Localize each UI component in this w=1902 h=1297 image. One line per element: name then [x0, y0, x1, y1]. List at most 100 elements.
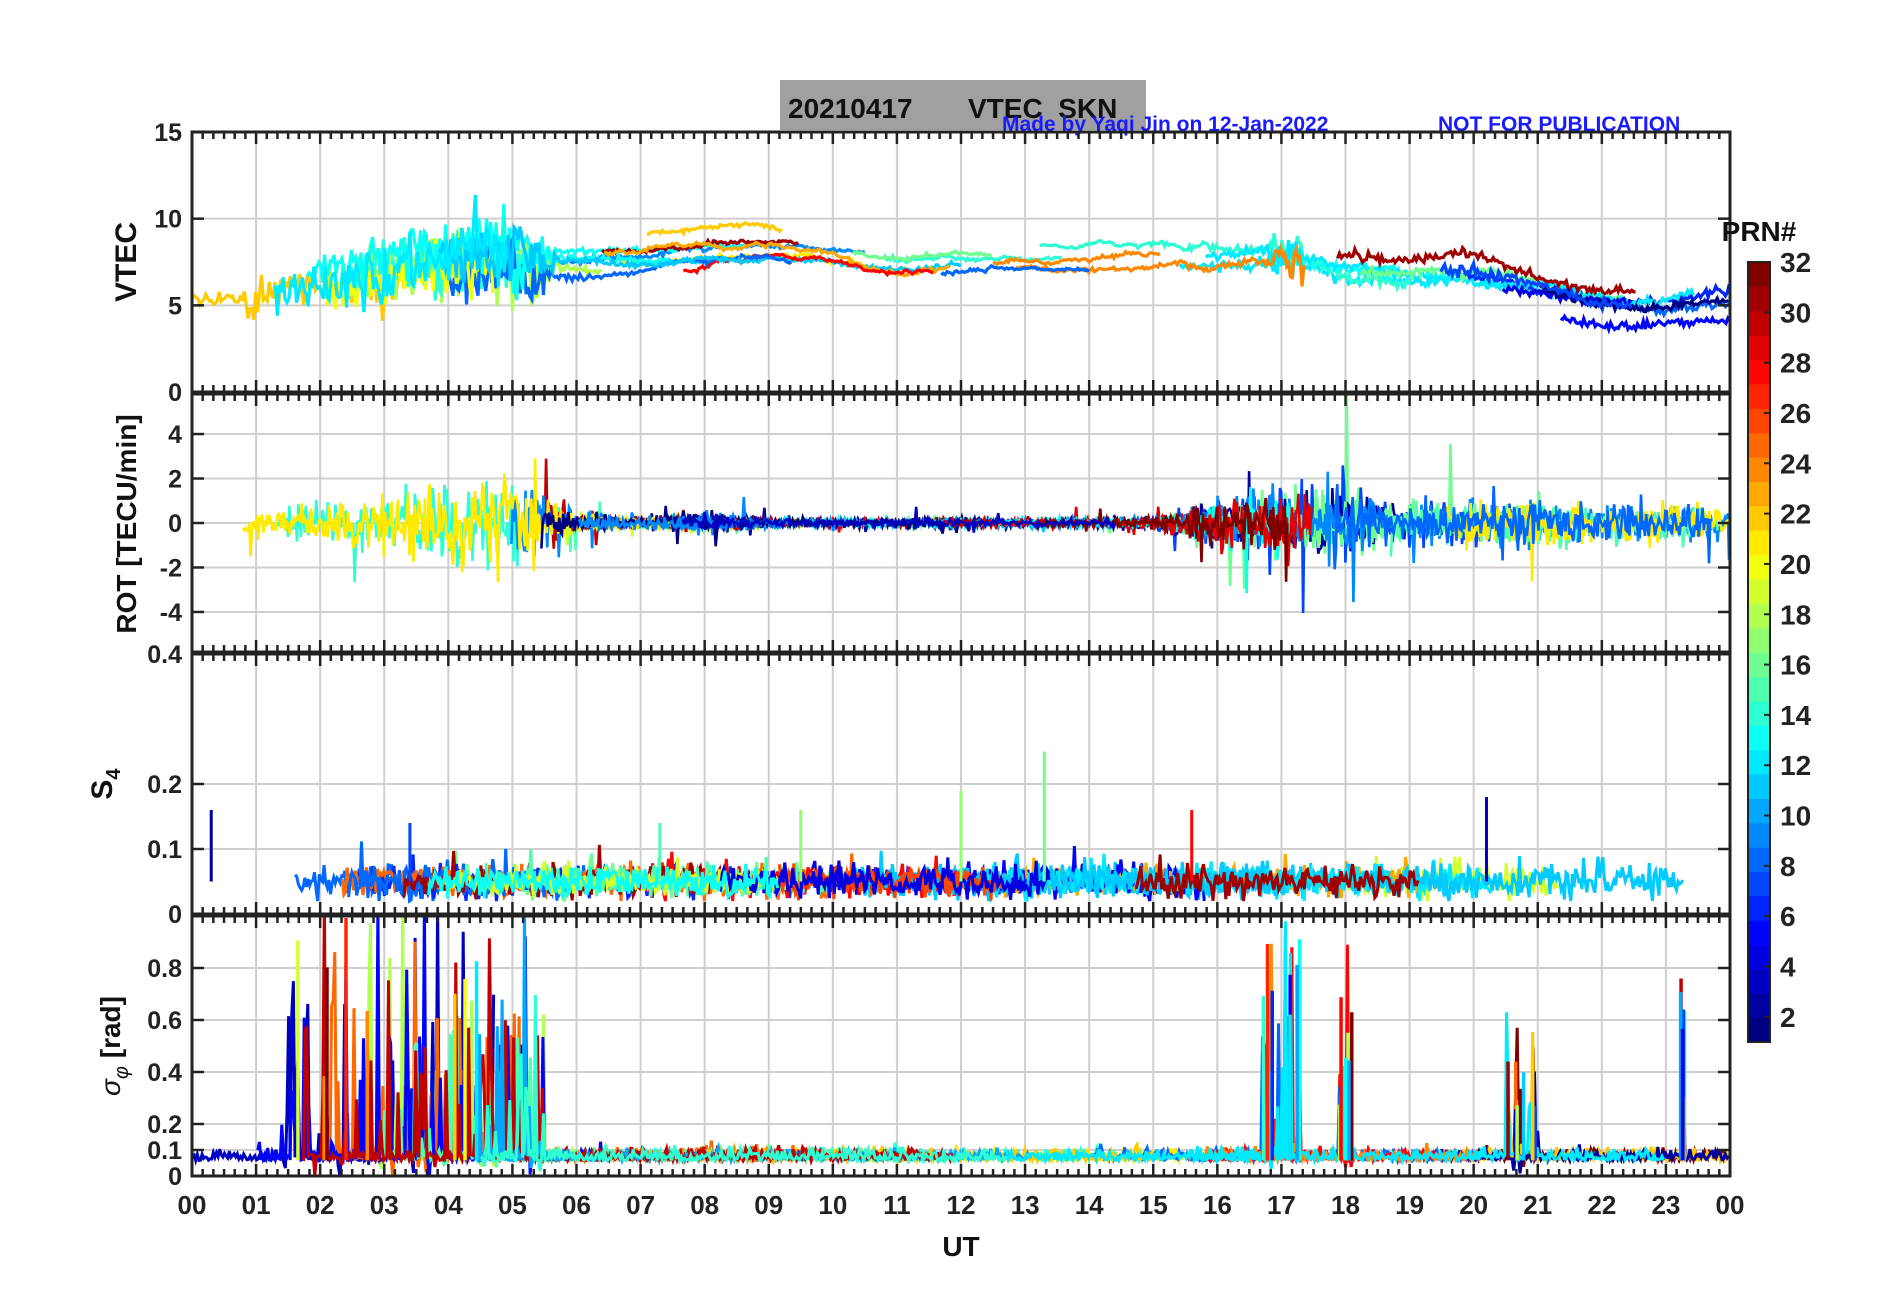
colorbar-segment: [1748, 871, 1770, 897]
colorbar-segment: [1748, 822, 1770, 848]
s4-series-line: [1134, 854, 1420, 902]
y-tick-label: 0.2: [147, 1111, 182, 1139]
colorbar-segment: [1748, 627, 1770, 653]
colorbar-segment: [1748, 749, 1770, 775]
colorbar-segment: [1748, 725, 1770, 751]
y-tick-label: -4: [160, 599, 182, 627]
x-tick-label: 13: [1011, 1190, 1040, 1220]
xlabel: UT: [942, 1231, 979, 1262]
colorbar-label: PRN#: [1722, 216, 1797, 247]
x-tick-label: 23: [1651, 1190, 1680, 1220]
y-tick-label: 10: [154, 206, 182, 234]
x-tick-label: 03: [370, 1190, 399, 1220]
colorbar-segment: [1748, 578, 1770, 604]
y-tick-label: 0: [168, 510, 182, 538]
labels-layer: 051015-4-202400.10.20.400.10.20.40.60.80…: [147, 119, 1744, 1220]
colorbar-tick-label: 14: [1780, 700, 1812, 731]
colorbar-segment: [1748, 847, 1770, 872]
x-tick-label: 01: [242, 1190, 271, 1220]
colorbar-tick-label: 2: [1780, 1002, 1796, 1033]
x-tick-label: 02: [306, 1190, 335, 1220]
notice-text: NOT FOR PUBLICATION: [1438, 113, 1680, 136]
x-tick-label: 08: [690, 1190, 719, 1220]
x-tick-label: 18: [1331, 1190, 1360, 1220]
colorbar-segment: [1748, 968, 1770, 994]
y-tick-label: 2: [168, 466, 182, 494]
vtec-series-line: [852, 248, 993, 264]
rot-series-line: [538, 458, 762, 549]
vtec-series-line: [992, 249, 1161, 267]
colorbar-segment: [1748, 432, 1770, 458]
y-tick-label: 4: [168, 421, 182, 449]
colorbar-segment: [1748, 286, 1770, 312]
rot-series-line: [1332, 484, 1712, 570]
svg-text:σφ [rad]: σφ [rad]: [95, 996, 133, 1096]
colorbar-segment: [1748, 505, 1770, 531]
y-tick-label: 0.2: [147, 771, 182, 799]
ylabel-s4: S4: [86, 768, 125, 800]
y-tick-label: 15: [154, 119, 182, 147]
y-tick-label: 0.4: [147, 1059, 182, 1087]
colorbar-segment: [1748, 481, 1770, 507]
x-tick-label: 17: [1267, 1190, 1296, 1220]
y-tick-label: 0.1: [147, 836, 182, 864]
colorbar-segment: [1748, 895, 1770, 921]
y-tick-label: -2: [160, 554, 182, 582]
rot-series-line: [681, 506, 1117, 533]
x-tick-label: 04: [434, 1190, 463, 1220]
vtec-series-line: [1538, 281, 1729, 315]
y-tick-label: 0.1: [147, 1137, 182, 1165]
title-box: [780, 80, 1146, 130]
vtec-series-line: [273, 194, 508, 316]
x-tick-label: 21: [1523, 1190, 1552, 1220]
x-tick-label: 09: [754, 1190, 783, 1220]
sigma-series-line: [1204, 944, 1440, 1168]
y-tick-label: 0: [168, 1163, 182, 1191]
x-tick-label: 16: [1203, 1190, 1232, 1220]
colorbar-segment: [1748, 359, 1770, 385]
colorbar-segment: [1748, 335, 1770, 361]
colorbar-segment: [1748, 700, 1770, 726]
colorbar-tick-label: 4: [1780, 952, 1796, 983]
x-tick-label: 00: [1716, 1190, 1745, 1220]
s4-series-line: [718, 860, 1051, 900]
vtec-series-line: [940, 263, 1090, 277]
colorbar-segment: [1748, 773, 1770, 799]
vtec-series-line: [1039, 232, 1412, 293]
colorbar-segment: [1748, 262, 1770, 287]
colorbar-segment: [1748, 457, 1770, 482]
sigma-series-line: [1005, 952, 1300, 1166]
y-tick-label: 0: [168, 379, 182, 407]
sigma-series-line: [479, 995, 1008, 1172]
sigma-series-line: [475, 916, 1032, 1169]
title-date: 20210417: [788, 93, 913, 124]
colorbar-frame: [1747, 261, 1771, 1043]
x-tick-label: 15: [1139, 1190, 1168, 1220]
colorbar-segment: [1748, 554, 1770, 580]
x-tick-label: 12: [947, 1190, 976, 1220]
y-tick-label: 0.6: [147, 1007, 182, 1035]
ylabel-vtec: VTEC: [110, 222, 143, 302]
ylabel-sigma: σφ [rad]: [95, 996, 133, 1096]
colorbar-tick-label: 10: [1780, 801, 1811, 832]
x-tick-label: 00: [178, 1190, 207, 1220]
s4-series-line: [427, 863, 780, 901]
colorbar-segment: [1748, 920, 1770, 946]
colorbar-tick-label: 16: [1780, 650, 1811, 681]
y-tick-label: 5: [168, 292, 182, 320]
rot-series-line: [275, 480, 520, 583]
x-tick-label: 11: [883, 1190, 911, 1220]
colorbar-tick-label: 28: [1780, 348, 1811, 379]
sigma-series-line: [1457, 1031, 1730, 1166]
s4-series-line: [1361, 855, 1685, 902]
x-tick-label: 19: [1395, 1190, 1424, 1220]
colorbar-tick-label: 30: [1780, 297, 1811, 328]
vtec-series-line: [1336, 243, 1636, 296]
colorbar-segment: [1748, 944, 1770, 970]
colorbar-tick-label: 22: [1780, 499, 1811, 530]
vtec-series-line: [646, 220, 783, 238]
x-tick-label: 05: [498, 1190, 527, 1220]
colorbar-tick-label: 20: [1780, 549, 1811, 580]
x-tick-label: 14: [1075, 1190, 1104, 1220]
